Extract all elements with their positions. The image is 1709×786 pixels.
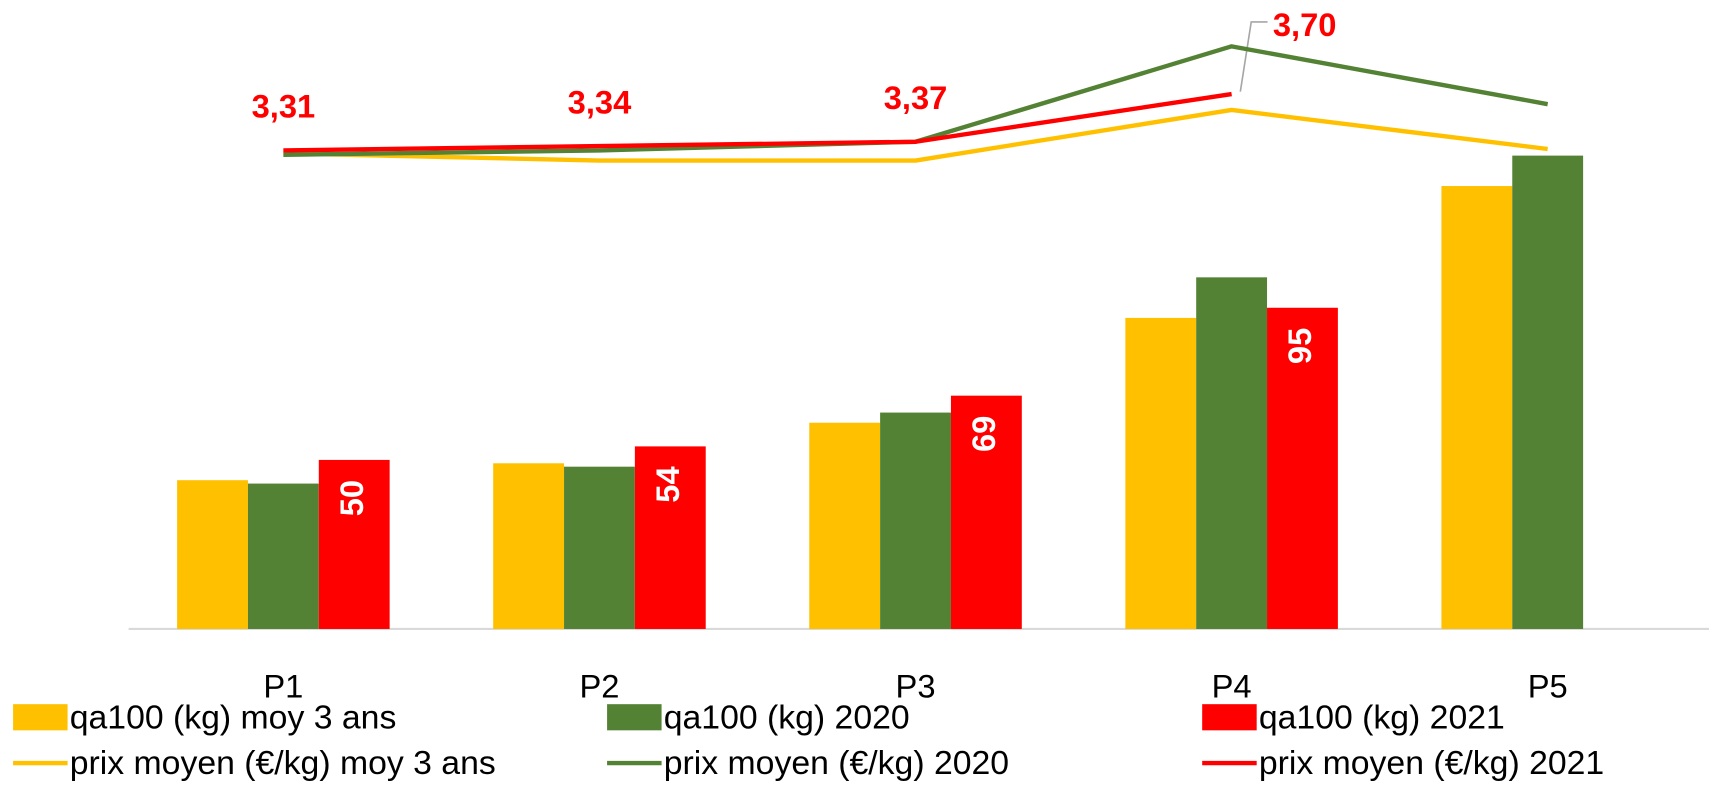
x-tick-label: P5 <box>1528 668 1568 705</box>
line <box>283 107 1548 163</box>
bar <box>1267 307 1338 629</box>
bar <box>1441 186 1513 629</box>
leader-line <box>1239 21 1268 92</box>
line-value-label: 3,31 <box>252 88 316 125</box>
x-tick-label: P2 <box>579 668 619 705</box>
bar <box>493 463 565 629</box>
bar <box>564 466 635 629</box>
legend-label: qa100 (kg) 2020 <box>664 698 910 736</box>
bar <box>247 483 319 629</box>
legend-label: prix moyen (€/kg) 2020 <box>664 744 1009 782</box>
x-tick-label: P4 <box>1212 668 1252 705</box>
bar <box>1512 155 1584 629</box>
bar <box>177 480 248 629</box>
legend-swatch <box>13 704 68 731</box>
line <box>283 91 1232 153</box>
bar <box>634 446 706 629</box>
bar <box>880 412 951 629</box>
legend-label: qa100 (kg) 2021 <box>1259 698 1505 736</box>
legend-label: prix moyen (€/kg) moy 3 ans <box>70 744 496 782</box>
bar-value-label: 50 <box>333 480 370 516</box>
x-tick-label: P1 <box>263 668 303 705</box>
line-value-label: 3,34 <box>568 83 632 120</box>
bar-value-label: 69 <box>965 416 1002 452</box>
bar-value-label: 54 <box>649 466 686 502</box>
line-value-label: 3,37 <box>884 79 948 116</box>
bar <box>809 422 881 629</box>
legend-swatch <box>607 704 662 731</box>
legend-label: qa100 (kg) moy 3 ans <box>70 698 397 736</box>
bar <box>950 395 1022 629</box>
x-tick-label: P3 <box>896 668 936 705</box>
bar <box>1125 317 1197 629</box>
bar <box>1196 277 1268 629</box>
legend-label: prix moyen (€/kg) 2021 <box>1259 744 1604 782</box>
line-value-label: 3,70 <box>1273 6 1337 43</box>
legend-swatch <box>1202 704 1257 731</box>
bar-value-label: 95 <box>1281 328 1318 364</box>
bar <box>318 459 390 629</box>
